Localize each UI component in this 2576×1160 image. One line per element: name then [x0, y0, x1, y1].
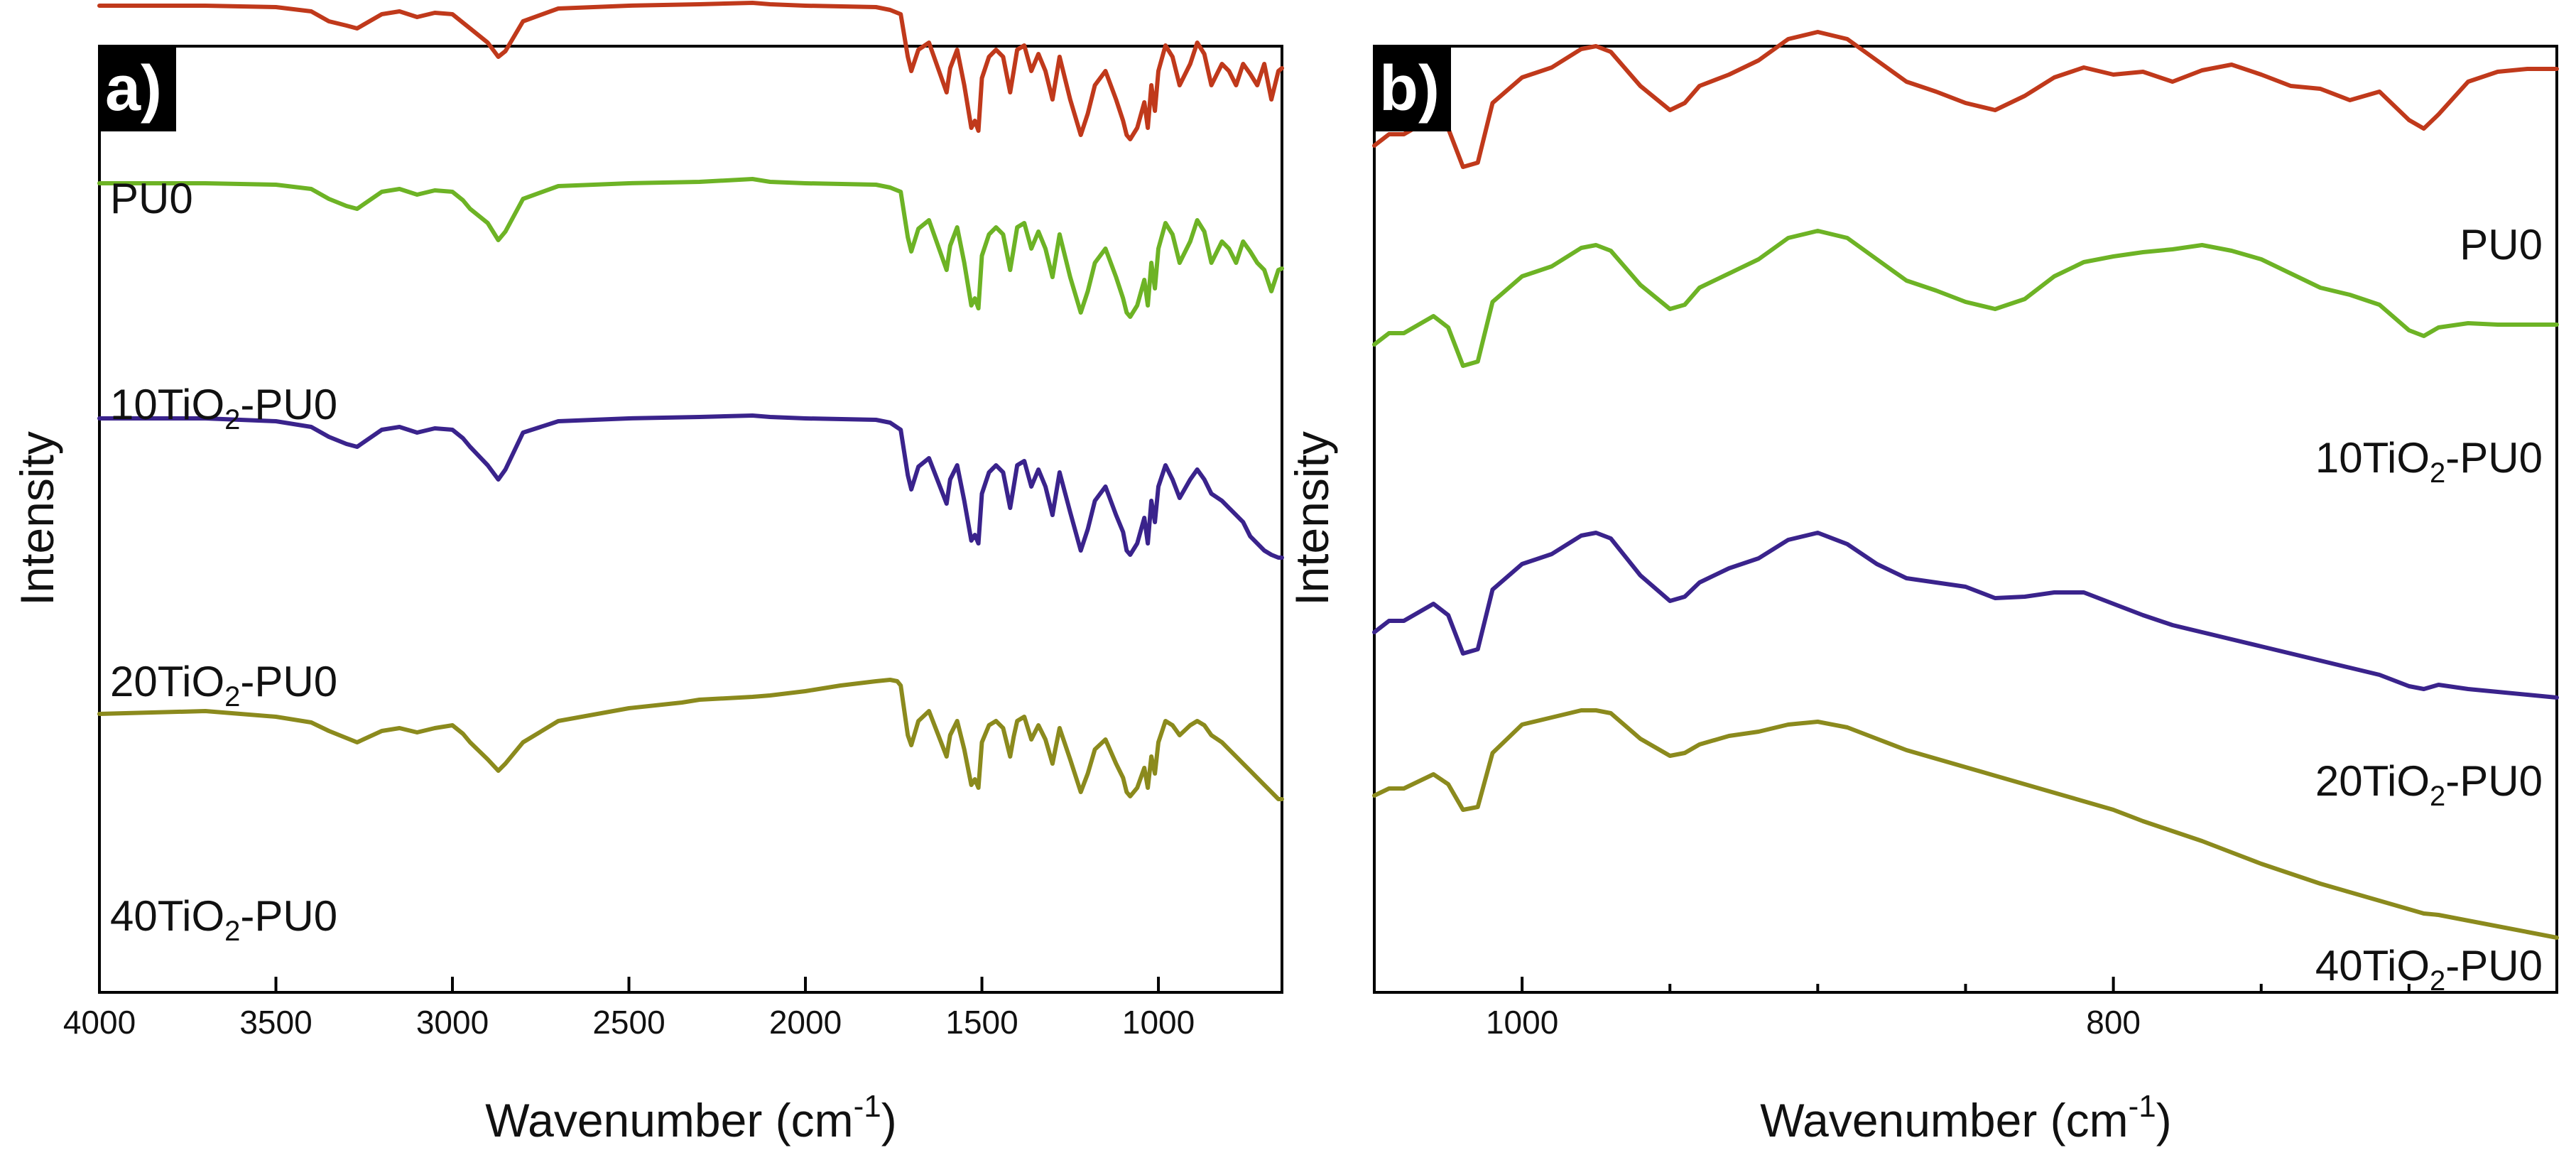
panel-b-label: b) — [1379, 53, 1440, 124]
panel-a-x-tick-label-4: 2000 — [769, 1004, 842, 1041]
panel-a-series-line-1 — [97, 177, 1284, 319]
panel-a-x-tick-label-2: 3000 — [416, 1004, 489, 1041]
panel-b-series-line-1 — [1372, 229, 2559, 368]
panel-a-label-40tio2: 40TiO2-PU0 — [110, 892, 337, 947]
panel-a-x-tick-label-6: 1000 — [1122, 1004, 1195, 1041]
panel-b-y-axis-title: Intensity — [1286, 431, 1338, 606]
panel-a-y-axis-title: Intensity — [11, 431, 63, 606]
panel-a-label-10tio2: 10TiO2-PU0 — [110, 381, 337, 435]
panel-a-label-pu0: PU0 — [110, 175, 193, 222]
panel-b-series-line-0 — [1372, 30, 2559, 169]
panel-b-x-tick-label-1: 800 — [2086, 1004, 2141, 1041]
panel-b-label-box — [1374, 46, 1451, 131]
panel-a-x-tick-label-1: 3500 — [239, 1004, 312, 1041]
panel-b-ticks: 1000 800 — [1373, 977, 2558, 1041]
panel-a-label-20tio2: 20TiO2-PU0 — [110, 658, 337, 712]
panel-b-x-tick-label-0: 1000 — [1486, 1004, 1558, 1041]
panel-b-label-20tio2: 20TiO2-PU0 — [2315, 757, 2543, 812]
panel-a-label-box — [99, 46, 176, 131]
panel-b-series-line-2 — [1372, 531, 2559, 700]
panel-a-label: a) — [105, 53, 162, 124]
panel-a-ticks: 4000 3500 3000 2500 2000 1500 1000 — [63, 977, 1195, 1041]
panel-a-x-tick-label-5: 1500 — [945, 1004, 1018, 1041]
panel-b-series-line-3 — [1372, 708, 2559, 940]
panel-b-curves — [1372, 30, 2559, 940]
panel-a-series-line-3 — [97, 678, 1284, 801]
panel-a-x-tick-label-3: 2500 — [592, 1004, 665, 1041]
panel-a-series-line-2 — [97, 413, 1284, 560]
panel-a-series-line-0 — [97, 1, 1284, 141]
panel-b-x-axis-title: Wavenumber (cm-1) — [1760, 1089, 2171, 1147]
panel-a-x-tick-label-0: 4000 — [63, 1004, 136, 1041]
panel-b-label-10tio2: 10TiO2-PU0 — [2315, 434, 2543, 489]
panel-b-label-pu0: PU0 — [2460, 221, 2543, 269]
panel-b-label-40tio2: 40TiO2-PU0 — [2315, 942, 2543, 997]
panel-a-x-axis-title: Wavenumber (cm-1) — [485, 1089, 896, 1147]
panel-a-curves — [97, 1, 1284, 801]
panel-b: 1000 800 b) PU0 10TiO2-PU0 20TiO2-PU0 40T… — [1286, 30, 2559, 1147]
panel-a: 4000 3500 3000 2500 2000 1500 1000 a) PU0 10Ti… — [11, 1, 1284, 1147]
panel-a-frame — [98, 45, 1283, 994]
